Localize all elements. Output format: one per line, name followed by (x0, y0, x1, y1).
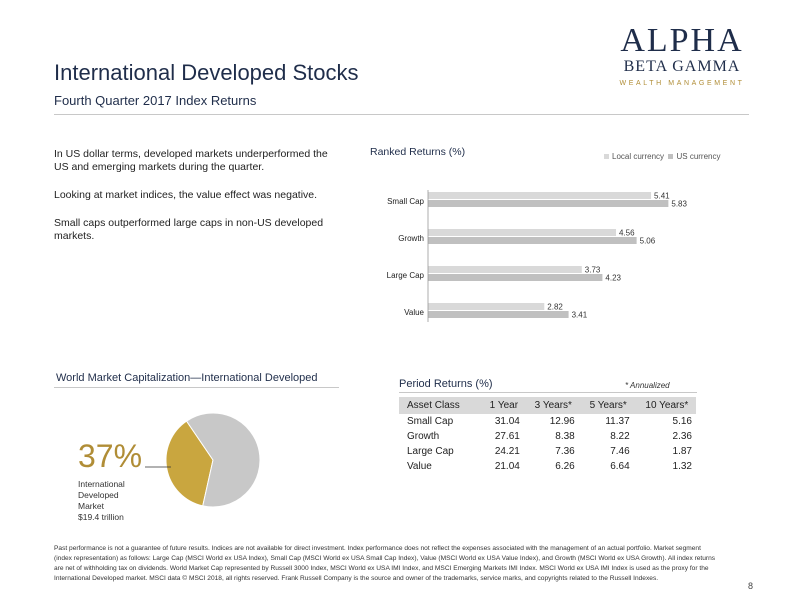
ranked-returns-title: Ranked Returns (%) (370, 146, 466, 158)
pie-percent-label: 37% (78, 438, 143, 474)
period-returns-divider (399, 392, 697, 393)
table-cell: Value (407, 461, 432, 472)
market-cap-pie (145, 412, 261, 508)
table-cell: 12.96 (549, 416, 575, 427)
bar-us (428, 237, 637, 244)
brand-logo: ALPHA BETA GAMMA WEALTH MANAGEMENT (612, 22, 752, 88)
table-cell: 6.64 (610, 461, 630, 472)
period-returns-title: Period Returns (%) (399, 378, 493, 390)
bar-value-label: 5.41 (654, 192, 670, 201)
category-tick-label: Growth (398, 234, 424, 243)
table-header-row: Asset Class 1 Year 3 Years* 5 Years* 10 … (399, 397, 696, 414)
bar-value-label: 2.82 (547, 303, 563, 312)
pie-slice-other (185, 412, 261, 508)
bar-value-label: 3.41 (572, 311, 588, 320)
table-cell: 11.37 (605, 416, 630, 427)
column-header: Asset Class (399, 397, 480, 414)
bar-local (428, 192, 652, 199)
commentary-paragraph-2: Looking at market indices, the value eff… (54, 189, 318, 201)
table-cell: 8.38 (555, 431, 575, 442)
pie-annotation-line: International (78, 479, 125, 489)
pie-annotation-line: $19.4 trillion (78, 512, 124, 522)
commentary-paragraph-3: Small caps outperformed large caps in no… (54, 217, 324, 242)
table-cell: 31.04 (494, 416, 520, 427)
table-cell: 27.61 (494, 431, 520, 442)
pie-annotation: International Developed Market $19.4 tri… (78, 479, 158, 523)
table-cell: Large Cap (407, 446, 454, 457)
table-row: Small Cap 31.04 12.96 11.37 5.16 (399, 414, 696, 429)
column-header: 3 Years* (523, 397, 579, 414)
table-cell: 7.46 (610, 446, 630, 457)
bar-local (428, 229, 617, 236)
bar-value-label: 5.83 (671, 200, 687, 209)
bar-us (428, 311, 569, 318)
legend-swatch-us (668, 154, 674, 160)
market-cap-title: World Market Capitalization—Internationa… (56, 372, 318, 384)
table-cell: 24.21 (494, 446, 520, 457)
table-cell: 2.36 (672, 431, 692, 442)
market-cap-divider (54, 387, 339, 388)
table-cell: 21.04 (494, 461, 520, 472)
bar-us (428, 274, 603, 281)
table-cell: 7.36 (555, 446, 575, 457)
chart-legend: Local currency US currency (604, 152, 721, 161)
pie-annotation-line: Developed (78, 490, 119, 500)
category-tick-label: Large Cap (387, 271, 425, 280)
table-row: Value 21.04 6.26 6.64 1.32 (399, 459, 696, 474)
category-tick-label: Value (404, 308, 424, 317)
bar-value-label: 3.73 (585, 266, 601, 275)
table-cell: 5.16 (672, 416, 692, 427)
table-cell: 1.87 (672, 446, 692, 457)
brand-line-3: WEALTH MANAGEMENT (619, 80, 745, 87)
bar-value-label: 4.23 (605, 274, 621, 283)
disclosure-footnote: Past performance is not a guarantee of f… (54, 545, 716, 582)
page-subtitle: Fourth Quarter 2017 Index Returns (54, 93, 257, 108)
column-header: 1 Year (479, 397, 524, 414)
legend-label-us: US currency (676, 152, 721, 161)
bar-local (428, 303, 545, 310)
table-cell: 6.26 (555, 461, 575, 472)
brand-line-1: ALPHA (620, 22, 744, 59)
bar-value-label: 5.06 (640, 237, 656, 246)
table-row: Large Cap 24.21 7.36 7.46 1.87 (399, 444, 696, 459)
commentary-paragraph-1: In US dollar terms, developed markets un… (54, 148, 328, 173)
pie-slice-international (165, 420, 214, 507)
table-cell: Small Cap (407, 416, 454, 427)
bar-value-label: 4.56 (619, 229, 635, 238)
period-returns-table: Asset Class 1 Year 3 Years* 5 Years* 10 … (399, 397, 696, 474)
bar-us (428, 200, 669, 207)
header-divider (54, 114, 749, 115)
table-cell: 8.22 (610, 431, 630, 442)
column-header: 5 Years* (578, 397, 634, 414)
category-tick-label: Small Cap (387, 197, 424, 206)
brand-line-2: BETA GAMMA (623, 58, 741, 75)
pie-annotation-line: Market (78, 501, 104, 511)
table-cell: 1.32 (672, 461, 692, 472)
bar-local (428, 266, 582, 273)
annualized-note: * Annualized (625, 381, 670, 390)
ranked-returns-chart: Small Cap 5.415.83 Growth 4.56 5.06 Large Cap… (387, 190, 687, 322)
column-header: 10 Years* (633, 397, 696, 414)
table-cell: Growth (407, 431, 440, 442)
page-number: 8 (748, 581, 754, 591)
page-title: International Developed Stocks (54, 60, 359, 85)
legend-label-local: Local currency (612, 152, 665, 161)
table-row: Growth 27.61 8.38 8.22 2.36 (399, 429, 696, 444)
legend-swatch-local (604, 154, 609, 160)
